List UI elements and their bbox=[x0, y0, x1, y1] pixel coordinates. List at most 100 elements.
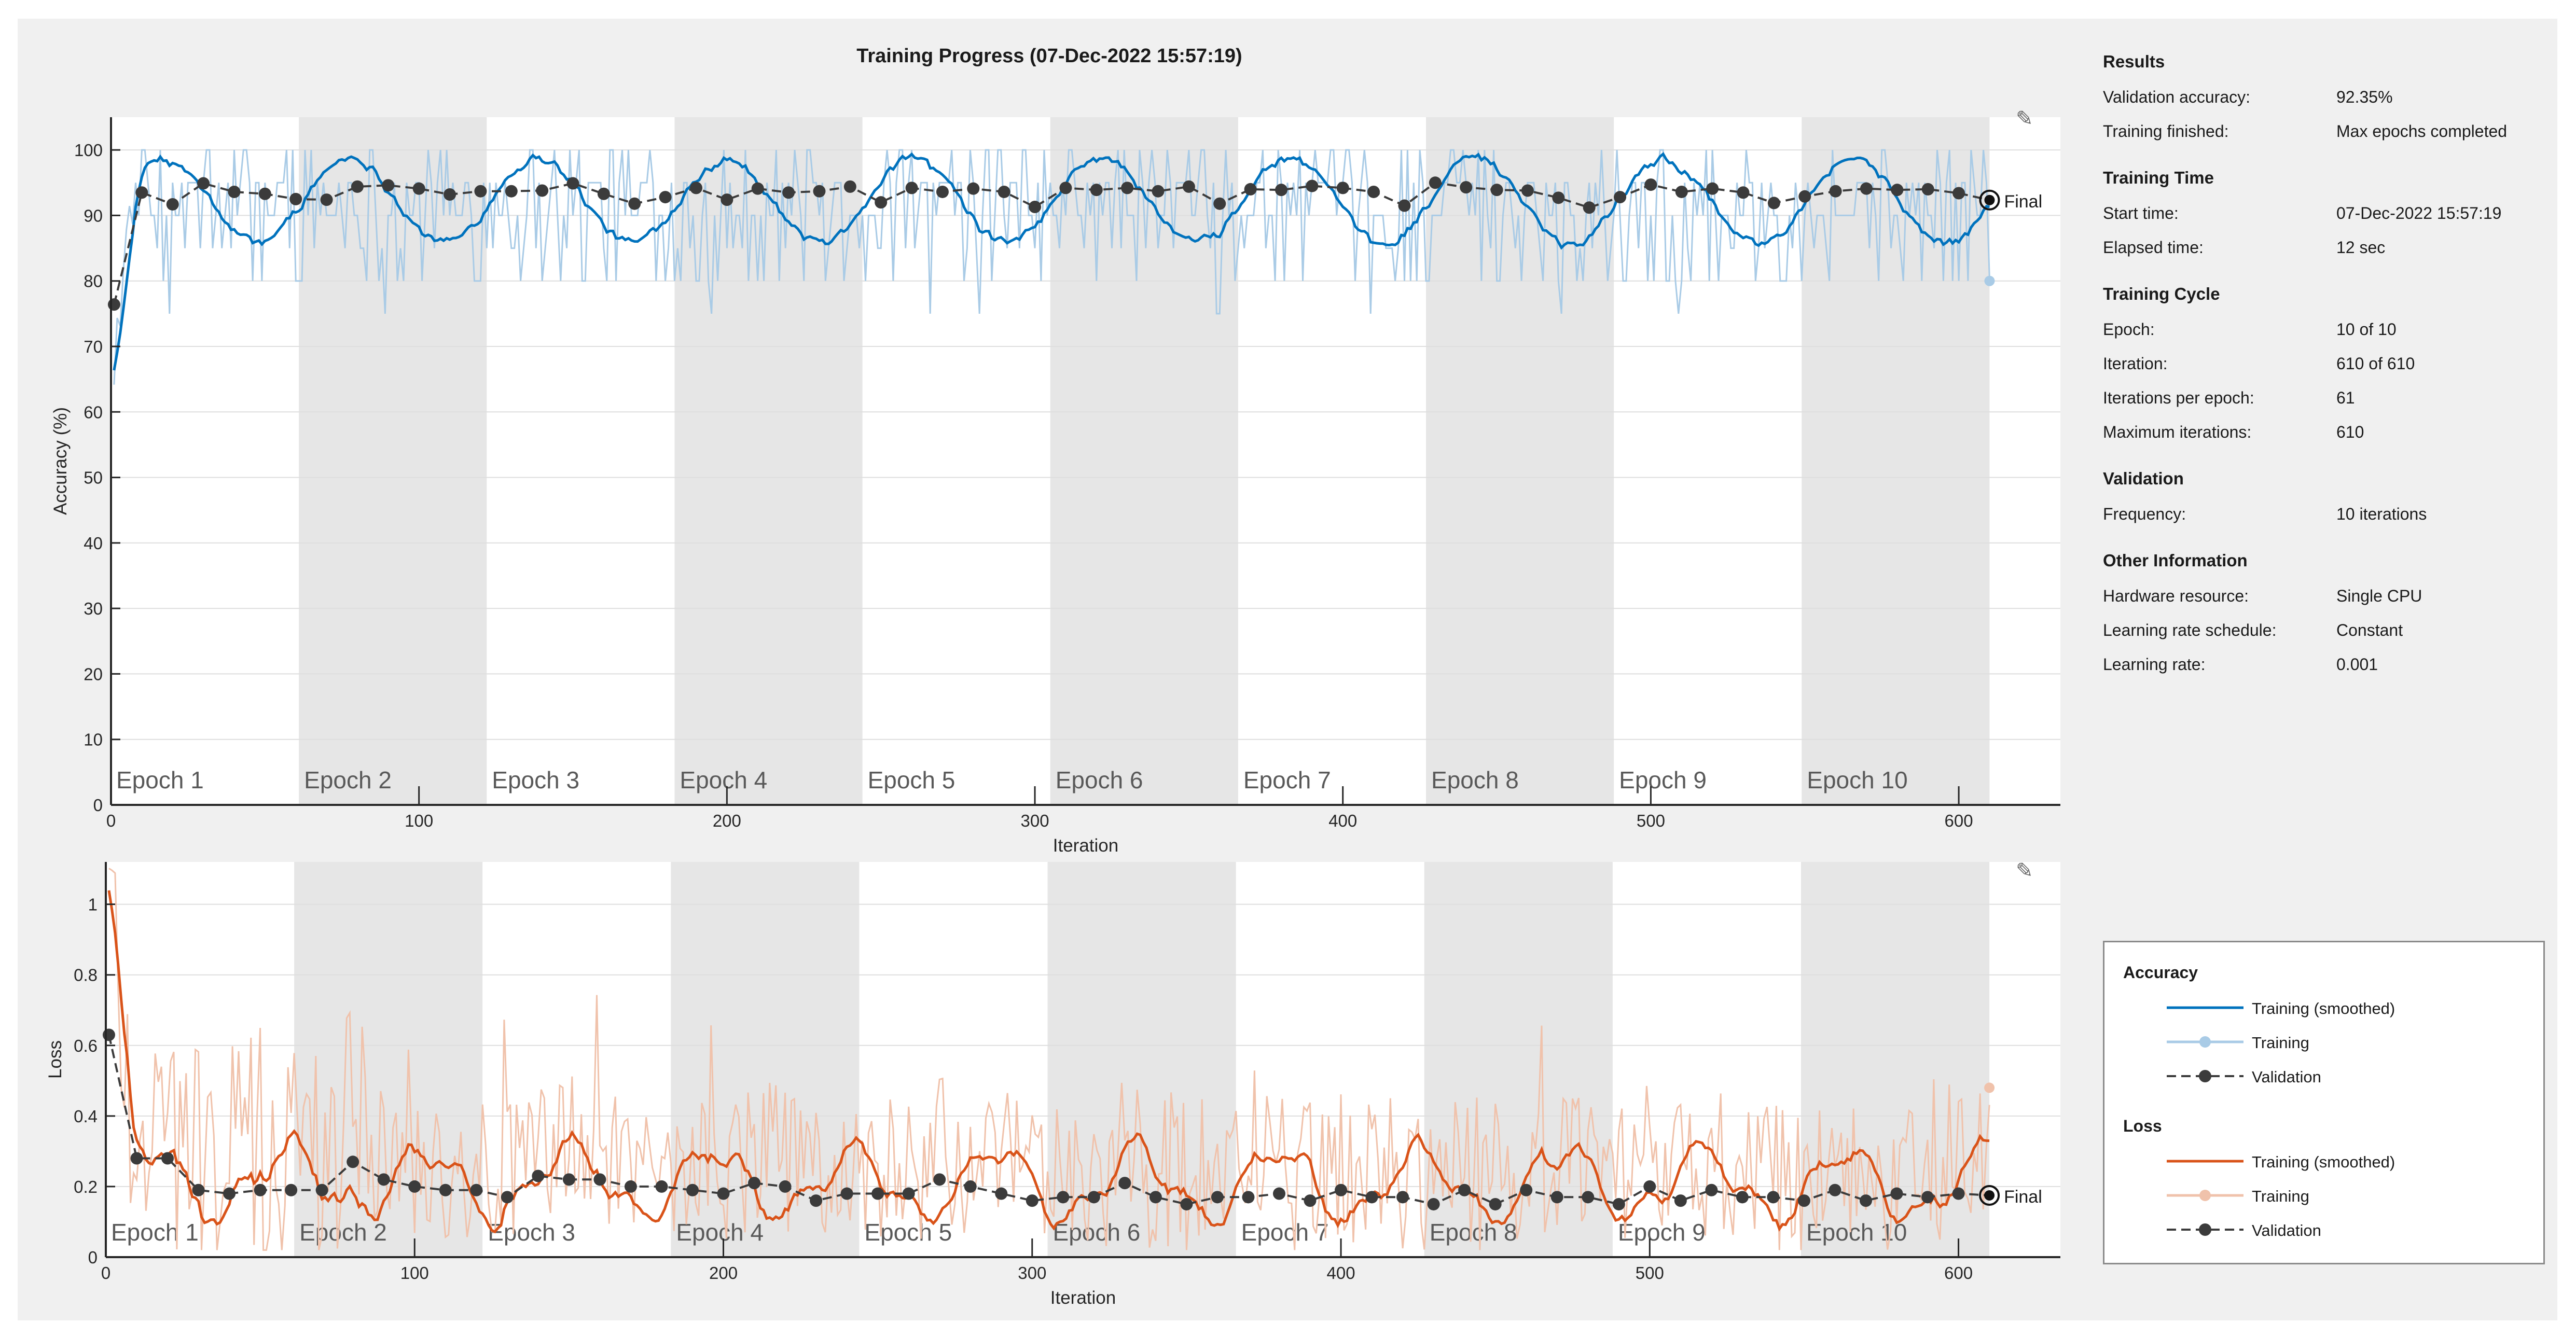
y-tick-label: 0.8 bbox=[74, 966, 98, 985]
validation-point bbox=[1087, 1191, 1100, 1204]
validation-point bbox=[1675, 185, 1688, 198]
validation-point bbox=[813, 185, 826, 198]
validation-point bbox=[102, 1028, 115, 1041]
validation-point bbox=[474, 185, 487, 198]
validation-point bbox=[1829, 185, 1842, 198]
training-smoothed-line bbox=[113, 152, 1990, 371]
validation-point bbox=[1242, 1191, 1255, 1204]
legend-label: Training bbox=[2252, 1034, 2309, 1052]
validation-point bbox=[1737, 186, 1750, 199]
validation-point bbox=[439, 1183, 452, 1196]
y-tick-label: 0.4 bbox=[74, 1107, 98, 1126]
export-icon-loss[interactable]: ✎ bbox=[2016, 859, 2033, 882]
validation-point bbox=[1057, 1191, 1070, 1204]
validation-point bbox=[1152, 185, 1165, 198]
validation-point bbox=[871, 1187, 884, 1200]
y-axis-label: Loss bbox=[45, 1040, 65, 1079]
validation-point bbox=[1643, 1180, 1656, 1193]
validation-point bbox=[1767, 197, 1780, 210]
info-label: Start time: bbox=[2103, 203, 2179, 222]
validation-point bbox=[1336, 182, 1349, 194]
validation-point bbox=[782, 186, 795, 199]
validation-point bbox=[1029, 201, 1042, 214]
export-icon[interactable]: ✎ bbox=[2016, 107, 2033, 130]
y-tick-label: 30 bbox=[84, 599, 103, 618]
final-label: Final bbox=[2004, 192, 2042, 212]
validation-point bbox=[130, 1152, 143, 1165]
info-label: Learning rate: bbox=[2103, 654, 2206, 674]
epoch-label: Epoch 4 bbox=[680, 767, 767, 793]
validation-point bbox=[1182, 180, 1195, 193]
validation-point bbox=[1490, 184, 1503, 197]
validation-point bbox=[1458, 1183, 1471, 1196]
x-tick-label: 600 bbox=[1944, 1263, 1973, 1283]
info-value: 07-Dec-2022 15:57:19 bbox=[2336, 203, 2502, 222]
validation-point bbox=[936, 185, 949, 198]
validation-point bbox=[532, 1169, 545, 1182]
validation-point bbox=[1211, 1191, 1224, 1204]
info-panel: Results Validation accuracy: 92.35% Trai… bbox=[2103, 52, 2549, 681]
x-axis-label: Iteration bbox=[1050, 1288, 1116, 1308]
validation-point bbox=[1059, 182, 1072, 194]
validation-point bbox=[377, 1173, 390, 1186]
info-value: 10 of 10 bbox=[2336, 319, 2397, 339]
validation-point bbox=[964, 1180, 977, 1193]
epoch-label: Epoch 10 bbox=[1806, 1219, 1907, 1246]
info-value: 92.35% bbox=[2336, 87, 2393, 106]
info-label: Epoch: bbox=[2103, 319, 2155, 339]
final-training-point bbox=[1984, 275, 1995, 286]
validation-point bbox=[1335, 1183, 1348, 1196]
legend-label: Training (smoothed) bbox=[2252, 1153, 2395, 1171]
x-tick-label: 0 bbox=[106, 811, 116, 830]
validation-point bbox=[655, 1180, 668, 1193]
validation-point bbox=[254, 1183, 267, 1196]
y-tick-label: 70 bbox=[84, 337, 103, 356]
training-cycle-title: Training Cycle bbox=[2103, 284, 2220, 303]
validation-point bbox=[228, 185, 241, 198]
info-value: 10 iterations bbox=[2336, 504, 2427, 523]
validation-point bbox=[135, 186, 148, 199]
y-tick-label: 1 bbox=[88, 895, 98, 914]
validation-point bbox=[1367, 185, 1380, 198]
validation-point bbox=[1706, 182, 1719, 195]
validation-point bbox=[505, 185, 518, 198]
validation-point bbox=[593, 1173, 606, 1186]
epoch-label: Epoch 1 bbox=[116, 767, 204, 793]
validation-point bbox=[1429, 176, 1442, 189]
validation-point bbox=[1614, 191, 1627, 204]
y-tick-label: 0.6 bbox=[74, 1036, 98, 1055]
validation-point bbox=[107, 298, 120, 311]
legend-loss-title: Loss bbox=[2123, 1117, 2162, 1135]
info-label: Iteration: bbox=[2103, 354, 2168, 373]
info-value: 0.001 bbox=[2336, 654, 2378, 674]
validation-point bbox=[1026, 1194, 1038, 1207]
final-validation-marker bbox=[1979, 1185, 2000, 1206]
y-tick-label: 0.2 bbox=[74, 1177, 98, 1196]
validation-point bbox=[1149, 1191, 1162, 1204]
info-label: Iterations per epoch: bbox=[2103, 388, 2254, 407]
epoch-label: Epoch 9 bbox=[1619, 767, 1707, 793]
validation-point bbox=[1365, 1191, 1378, 1204]
validation-point bbox=[351, 180, 364, 193]
x-tick-label: 400 bbox=[1328, 811, 1357, 830]
validation-point bbox=[1552, 191, 1565, 204]
validation-point bbox=[628, 197, 641, 210]
results-row: Training finished: Max epochs completed bbox=[2103, 114, 2549, 148]
info-label: Training finished: bbox=[2103, 121, 2229, 141]
validation-point bbox=[748, 1177, 761, 1190]
validation-point bbox=[166, 198, 179, 211]
validation-point bbox=[1213, 197, 1226, 210]
validation-point bbox=[347, 1155, 359, 1168]
final-label: Final bbox=[2004, 1187, 2042, 1207]
validation-point bbox=[1275, 184, 1287, 197]
training-cycle-row: Iterations per epoch: 61 bbox=[2103, 381, 2549, 415]
training-plots: Epoch 1 Epoch 2 Epoch 3 Epoch 4 Epoch 5 Epoch… bbox=[45, 45, 2060, 1308]
epoch-label: Epoch 5 bbox=[864, 1219, 952, 1246]
y-tick-label: 20 bbox=[84, 664, 103, 684]
validation-point bbox=[1118, 1177, 1131, 1190]
info-value: Max epochs completed bbox=[2336, 121, 2508, 141]
validation-point bbox=[1304, 1194, 1317, 1207]
epoch-label: Epoch 2 bbox=[304, 767, 392, 793]
y-tick-label: 10 bbox=[84, 730, 103, 749]
legend-label: Training bbox=[2252, 1187, 2309, 1205]
